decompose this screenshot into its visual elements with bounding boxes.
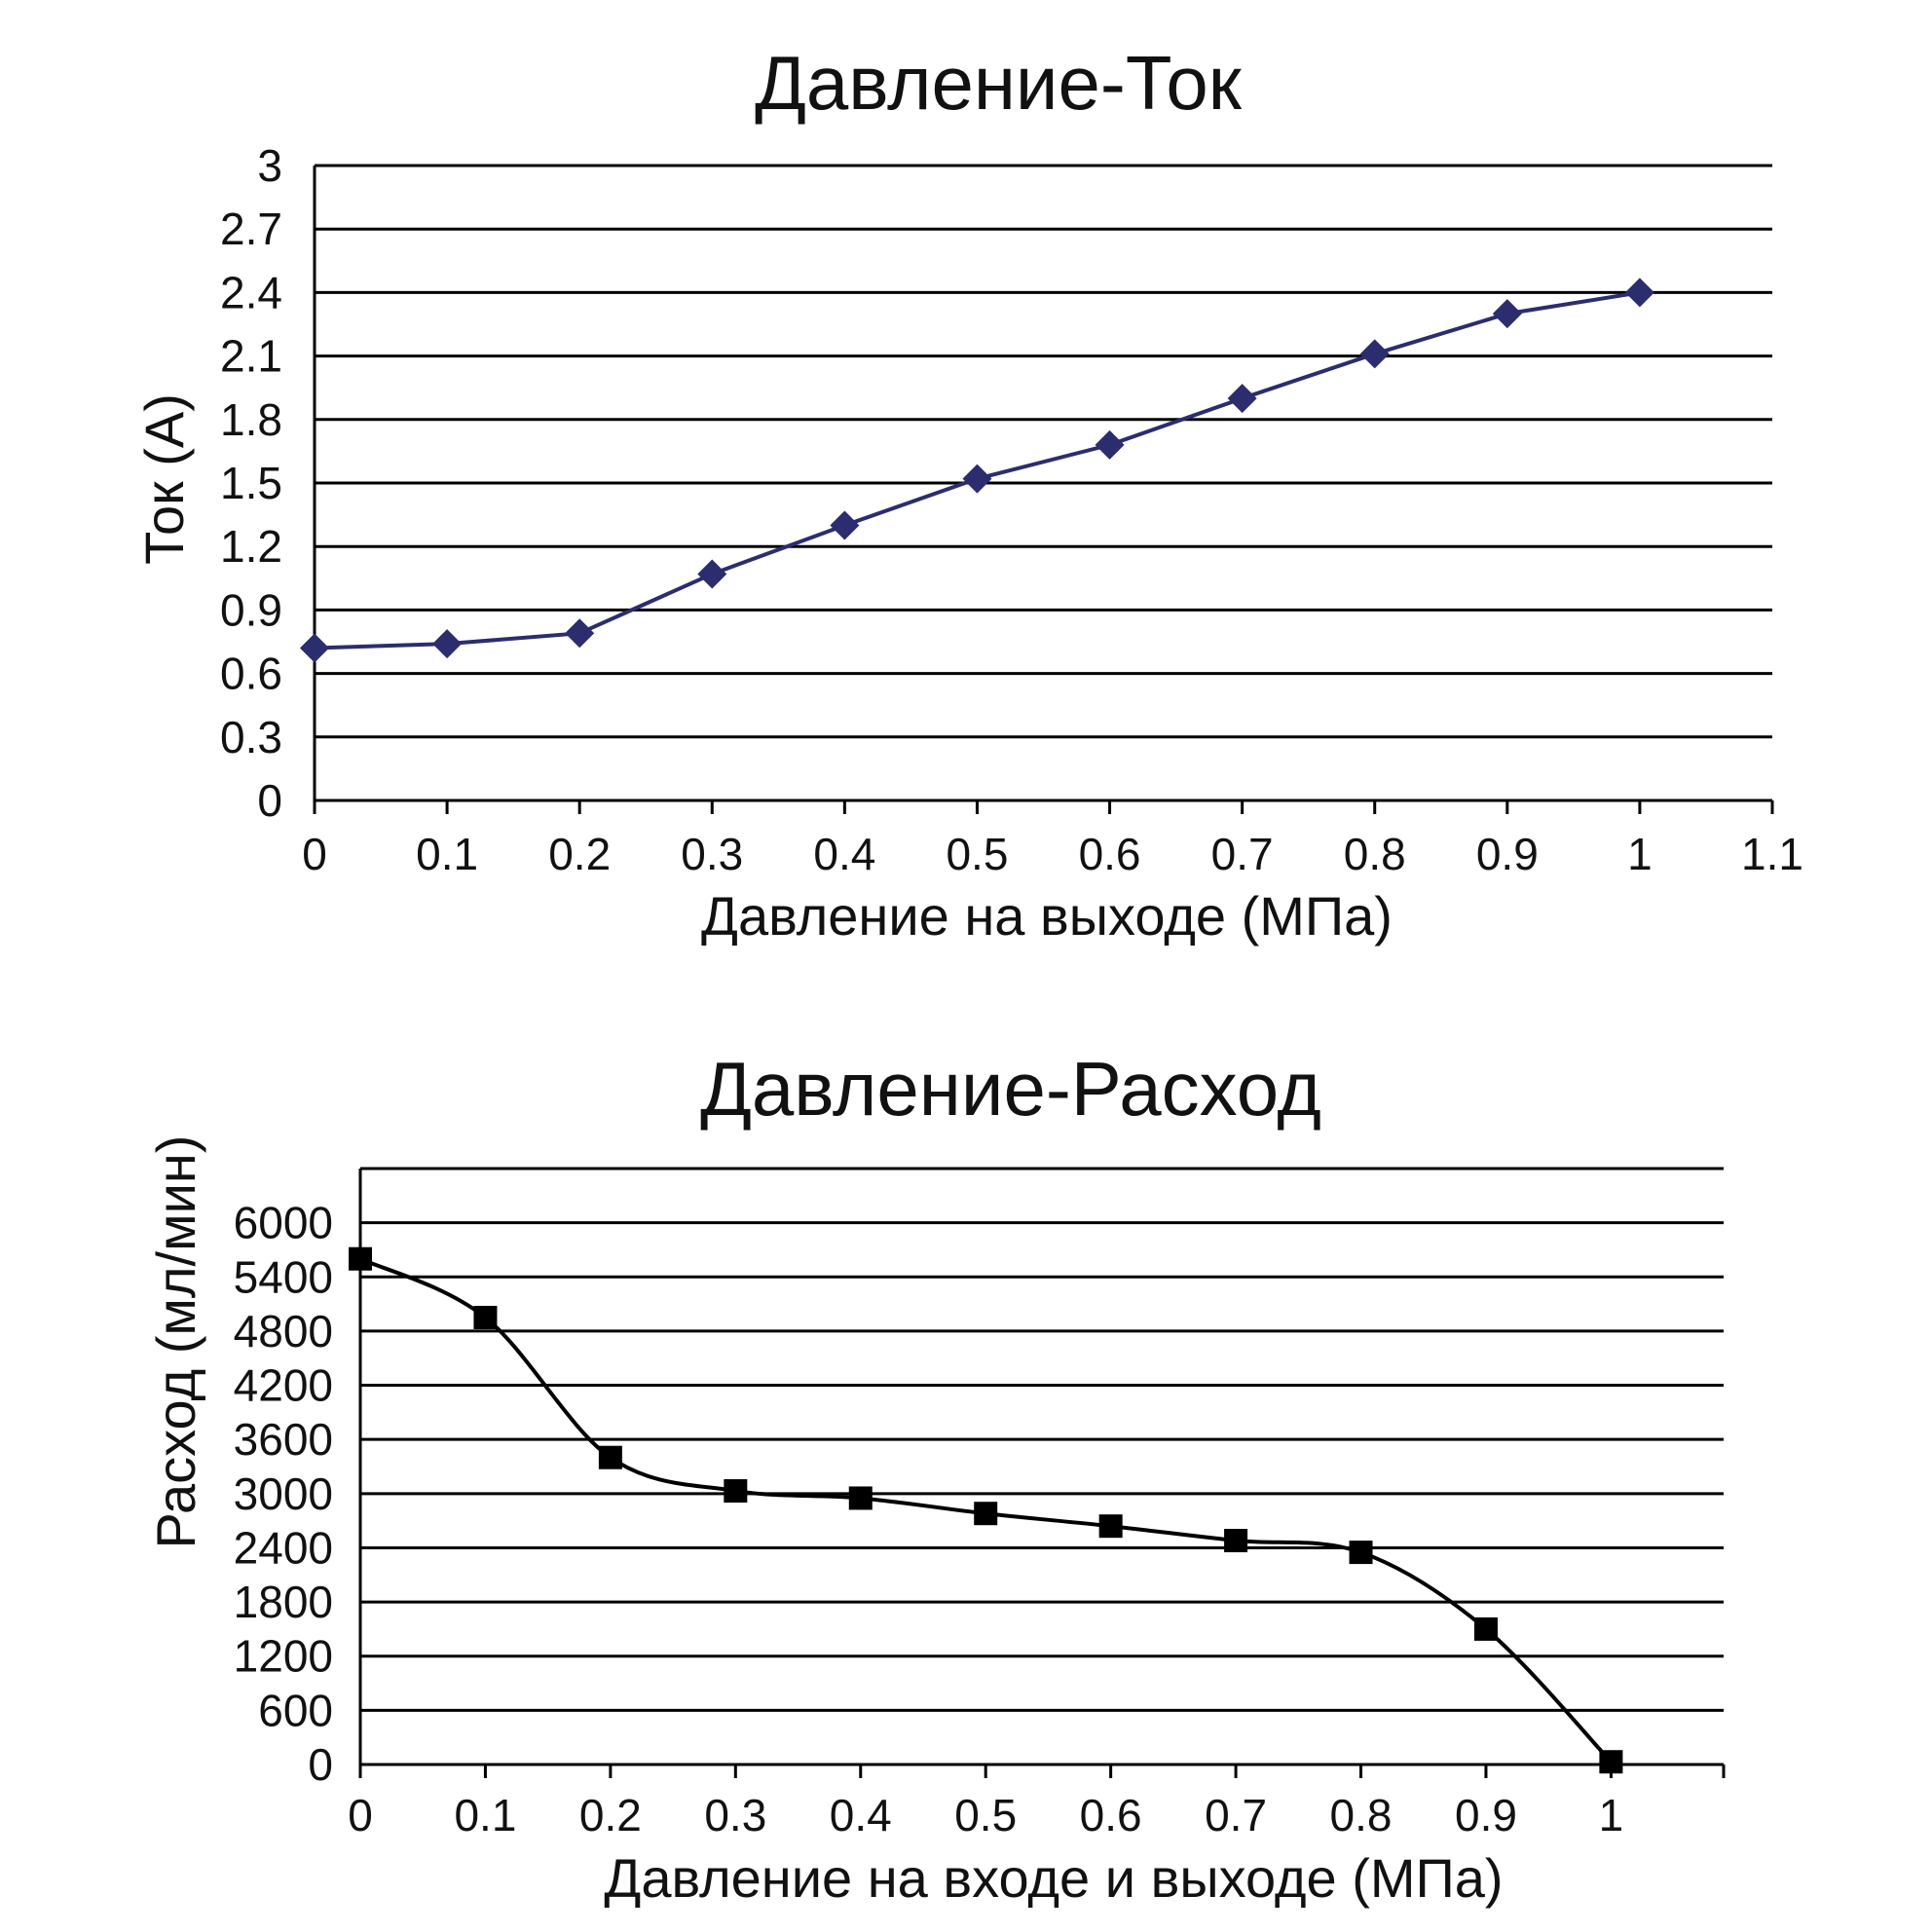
x-tick-labels: 0 0.1 0.2 0.3 0.4 0.5 0.6 0.7 0.8 0.9 1 1.1 — [302, 800, 1803, 879]
x-tick-label: 0.2 — [548, 829, 611, 879]
data-point — [473, 1306, 498, 1329]
data-point — [598, 1445, 622, 1469]
x-tick-label: 1.1 — [1741, 829, 1803, 879]
y-tick-label: 1800 — [234, 1577, 333, 1627]
y-tick-label: 4800 — [234, 1306, 333, 1356]
pressure-flow-chart: Давление-Расход 060012001800240030003600… — [145, 1046, 1726, 1909]
data-point — [974, 1502, 998, 1526]
x-tick-label: 0.5 — [954, 1790, 1017, 1840]
x-tick-label: 0.8 — [1344, 829, 1406, 879]
x-tick-label: 0.7 — [1205, 1790, 1267, 1840]
x-tick-label: 0.1 — [454, 1790, 516, 1840]
y-tick-label: 1.8 — [220, 394, 282, 445]
data-point — [1098, 1514, 1123, 1539]
x-tick-label: 0.8 — [1330, 1790, 1393, 1840]
x-tick-label: 1 — [1627, 829, 1653, 879]
pressure-current-chart: Давление-Ток 0 0.3 0.6 0.9 1.2 1.5 1.8 2.1 2.4 2.… — [133, 40, 1803, 947]
data-series — [300, 278, 1654, 663]
y-tick-label: 1200 — [234, 1631, 333, 1682]
data-point — [565, 618, 595, 649]
y-tick-label: 0 — [308, 1739, 333, 1790]
data-point — [1492, 299, 1522, 329]
x-tick-label: 0.2 — [579, 1790, 642, 1840]
y-tick-label: 2.7 — [220, 204, 282, 254]
grid-lines — [360, 1167, 1724, 1766]
x-tick-labels: 0 0.1 0.2 0.3 0.4 0.5 0.6 0.7 0.8 0.9 1 — [348, 1765, 1726, 1840]
data-point — [1227, 384, 1257, 414]
x-tick-label: 0.5 — [946, 829, 1008, 879]
data-point — [349, 1246, 372, 1271]
x-tick-label: 0.6 — [1080, 1790, 1142, 1840]
y-tick-label: 0 — [257, 775, 282, 826]
y-axis-label: Ток (A) — [133, 393, 195, 565]
data-point — [830, 510, 860, 540]
x-axis-label: Давление на выходе (МПа) — [701, 885, 1393, 947]
y-tick-label: 0.3 — [220, 712, 282, 762]
y-tick-label: 2.4 — [220, 267, 282, 317]
x-tick-label: 0.3 — [704, 1790, 766, 1840]
y-tick-label: 6000 — [234, 1198, 333, 1248]
y-tick-label: 5400 — [234, 1251, 333, 1302]
x-tick-label: 0.9 — [1455, 1790, 1517, 1840]
chart-title: Давление-Ток — [755, 40, 1243, 126]
data-point — [300, 633, 329, 663]
data-point — [848, 1486, 873, 1510]
data-point — [724, 1479, 748, 1504]
y-tick-label: 3000 — [234, 1468, 333, 1519]
y-tick-labels: 0 0.3 0.6 0.9 1.2 1.5 1.8 2.1 2.4 2.7 3 — [220, 140, 282, 826]
chart-title: Давление-Расход — [700, 1046, 1321, 1132]
data-point — [1624, 278, 1654, 308]
y-tick-label: 1.5 — [220, 458, 282, 508]
y-tick-label: 3 — [257, 140, 282, 191]
y-tick-label: 4200 — [234, 1360, 333, 1411]
data-point — [1359, 339, 1390, 369]
data-point — [1473, 1616, 1498, 1641]
x-tick-label: 0 — [348, 1790, 373, 1840]
y-tick-label: 2.1 — [220, 331, 282, 382]
data-point — [432, 629, 463, 659]
x-axis-label: Давление на входе и выходе (МПа) — [604, 1847, 1503, 1909]
data-series — [349, 1246, 1623, 1774]
y-tick-label: 1.2 — [220, 521, 282, 572]
x-tick-label: 0.4 — [813, 829, 875, 879]
x-tick-label: 0.1 — [416, 829, 478, 879]
x-tick-label: 0.3 — [681, 829, 743, 879]
x-tick-label: 0.6 — [1079, 829, 1141, 879]
axes — [313, 166, 1772, 802]
x-tick-label: 0.7 — [1211, 829, 1274, 879]
y-tick-label: 600 — [258, 1685, 333, 1735]
x-tick-label: 0.4 — [830, 1790, 892, 1840]
data-point — [1224, 1529, 1248, 1553]
y-axis-label: Расход (мл/мин) — [145, 1135, 206, 1549]
y-tick-label: 0.6 — [220, 649, 282, 699]
x-tick-label: 0.9 — [1476, 829, 1539, 879]
data-point — [1599, 1750, 1623, 1774]
data-point — [962, 464, 992, 494]
x-tick-label: 1 — [1599, 1790, 1624, 1840]
axes — [358, 1169, 1724, 1766]
y-tick-label: 3600 — [234, 1414, 333, 1465]
data-point — [1349, 1541, 1373, 1565]
y-tick-label: 0.9 — [220, 584, 282, 635]
data-point — [1095, 429, 1125, 460]
data-point — [697, 559, 727, 589]
x-tick-label: 0 — [302, 829, 327, 879]
grid-lines — [315, 164, 1772, 802]
y-tick-label: 2400 — [234, 1522, 333, 1573]
